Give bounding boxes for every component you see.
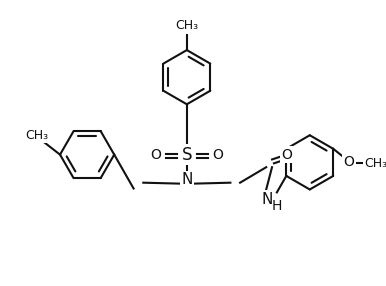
Text: O: O (281, 148, 292, 162)
Text: O: O (151, 148, 161, 162)
Text: CH₃: CH₃ (25, 129, 48, 142)
Text: N: N (181, 172, 193, 187)
Text: N: N (261, 192, 273, 207)
Text: O: O (343, 155, 354, 169)
Text: S: S (181, 146, 192, 164)
Text: CH₃: CH₃ (364, 157, 386, 170)
Text: O: O (212, 148, 223, 162)
Text: H: H (272, 199, 282, 213)
Text: CH₃: CH₃ (175, 19, 198, 32)
